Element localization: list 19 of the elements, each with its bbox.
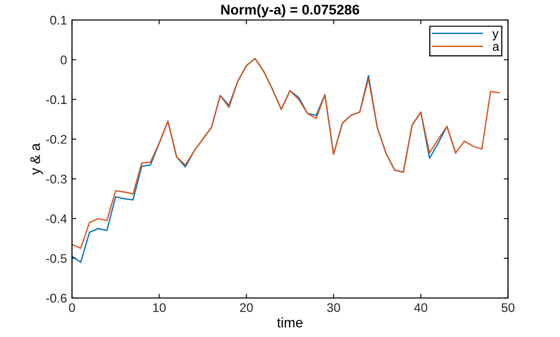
y-tick-label: 0.1 [50,16,67,25]
y-axis-title: y & a [30,143,43,175]
x-tick-label: 30 [327,303,340,312]
legend-label: y [492,31,499,40]
x-tick-label: 10 [153,303,166,312]
x-tick-label: 0 [69,303,75,312]
x-axis-title: time [277,317,303,328]
y-tick-label: -0.2 [46,134,67,144]
chart-title: Norm(y-a) = 0.075286 [221,4,360,18]
y-tick-label: -0.6 [46,294,67,303]
y-tick-label: 0 [60,56,67,64]
x-tick-label: 40 [414,303,428,312]
x-tick-label: 20 [240,303,253,312]
y-tick-label: -0.5 [46,254,67,263]
x-tick-label: 50 [502,303,514,312]
legend-label: a [492,44,500,51]
y-tick-label: -0.4 [46,214,67,224]
y-tick-label: -0.3 [46,174,67,184]
y-tick-label: -0.1 [46,95,67,104]
